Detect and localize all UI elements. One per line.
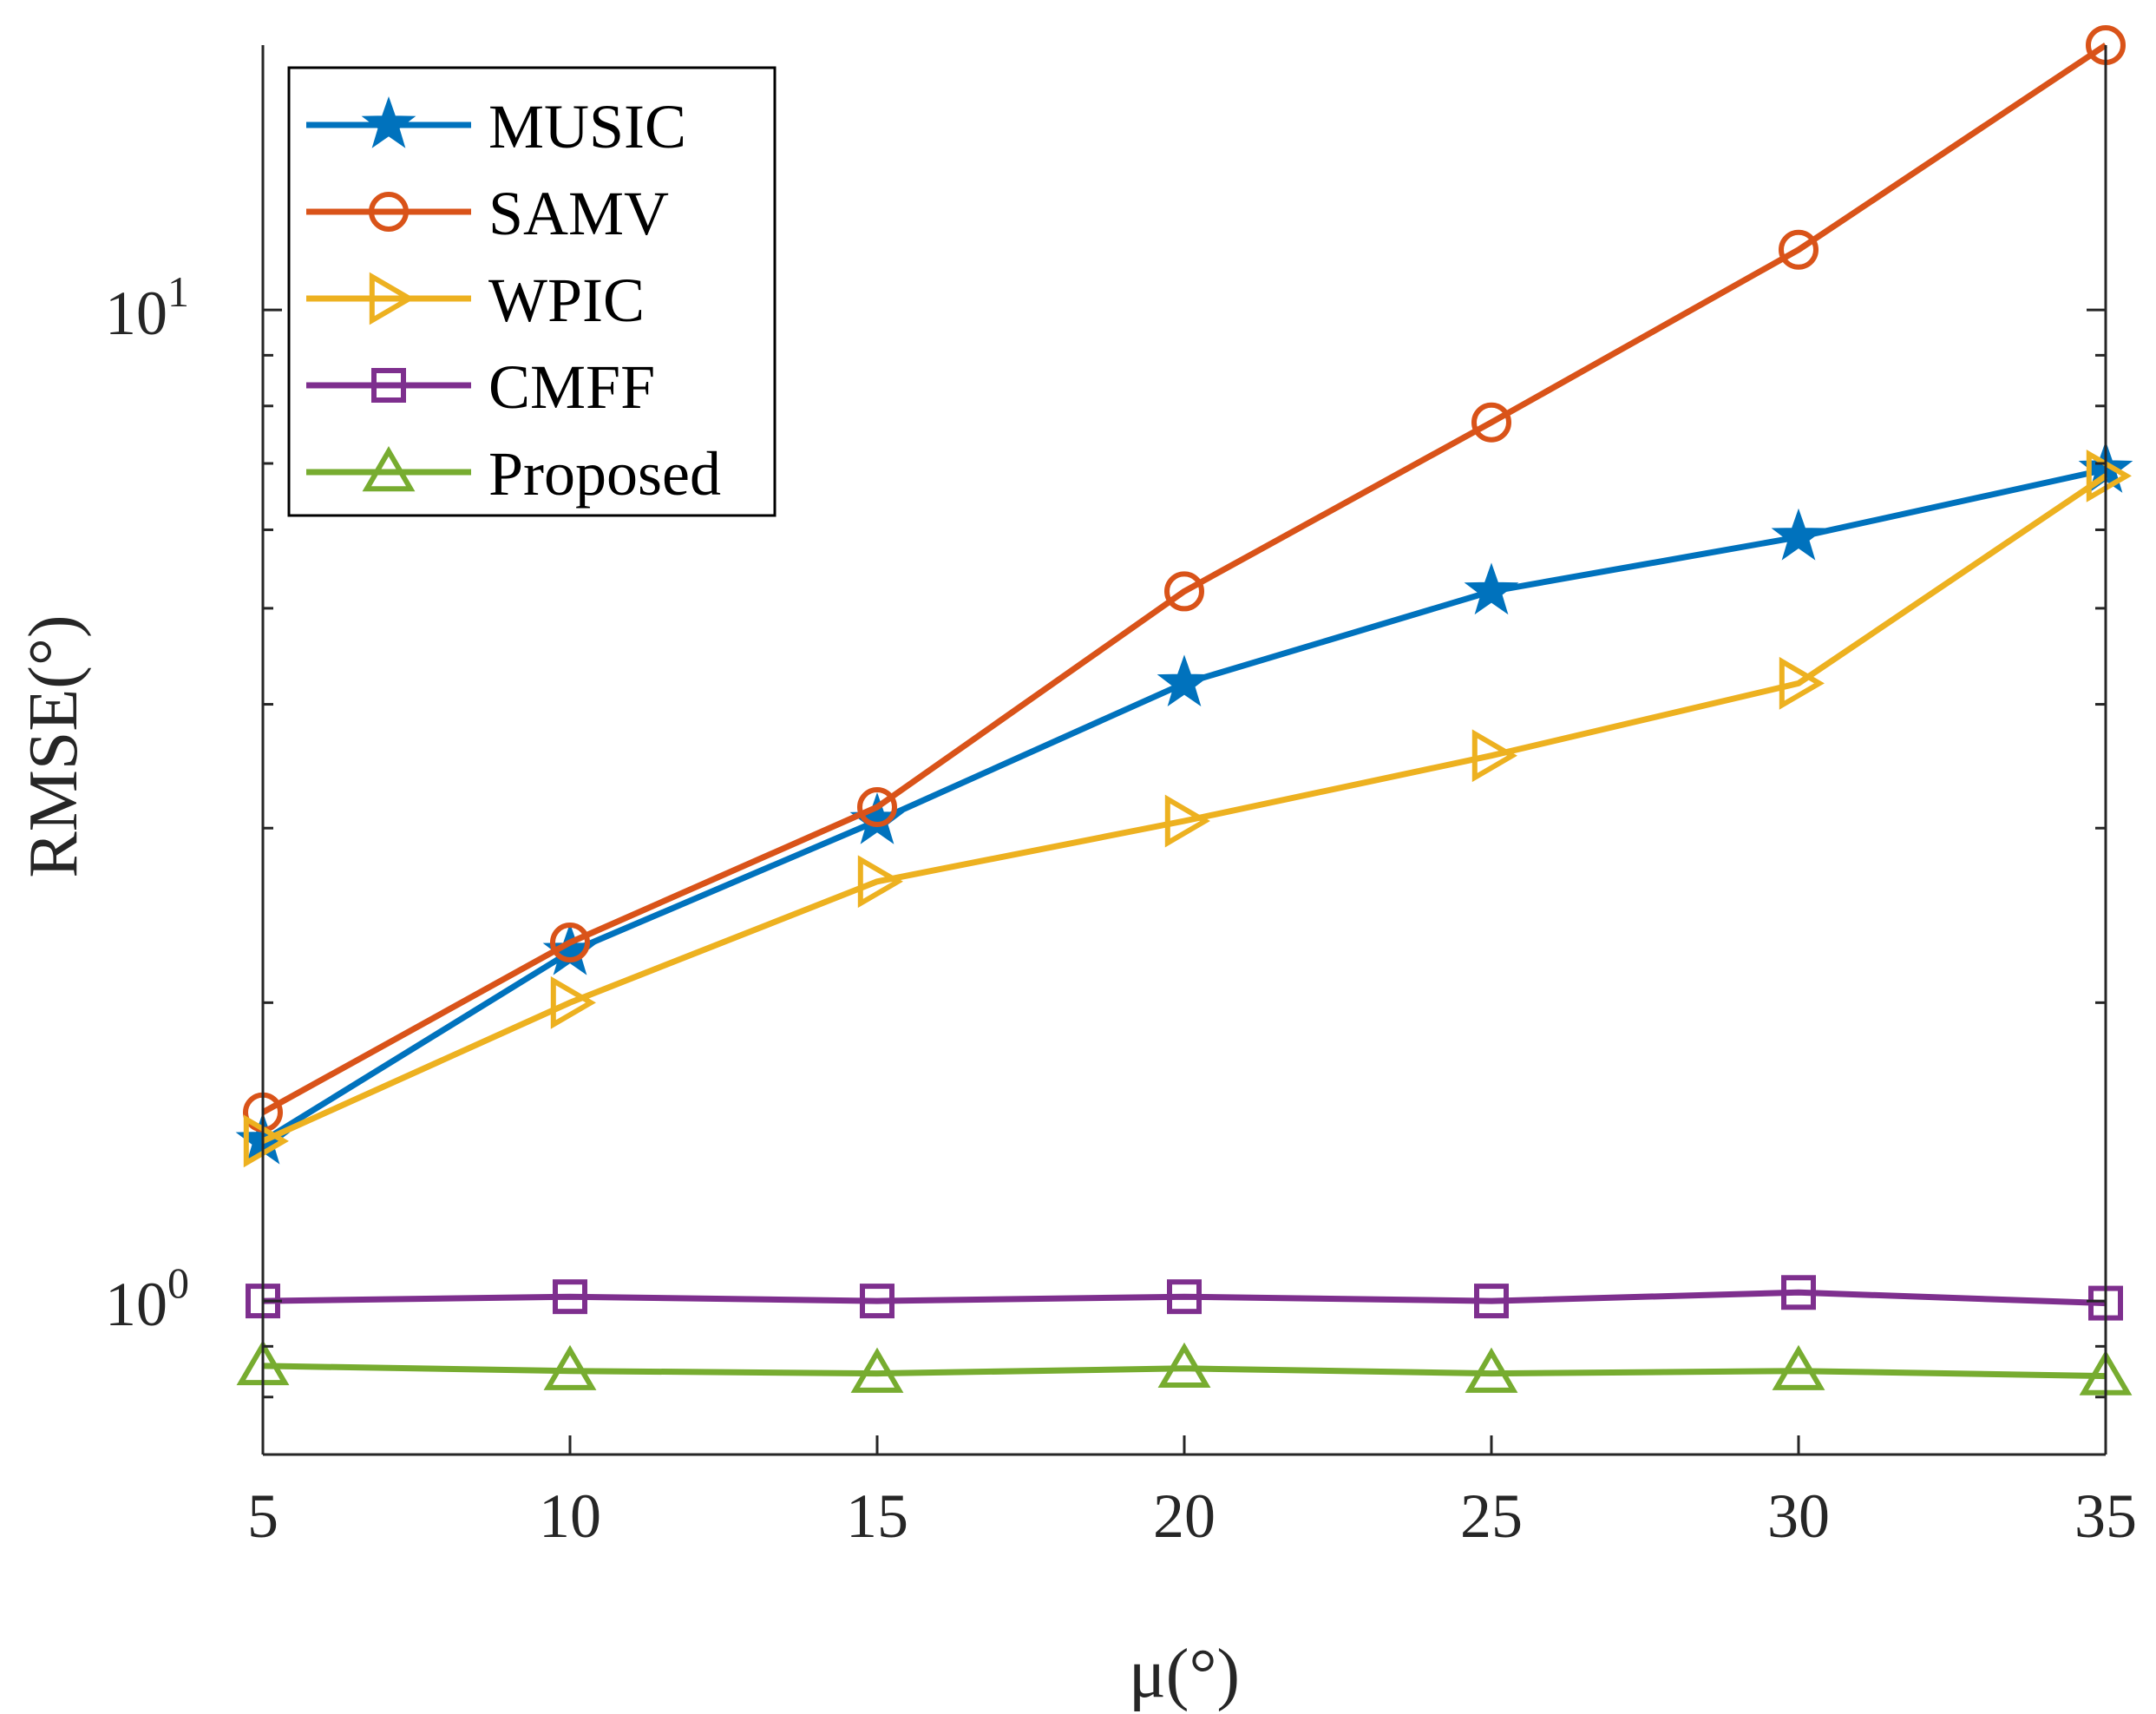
data-point-wpic — [1164, 794, 1210, 848]
legend-item-wpic: WPIC — [306, 266, 645, 335]
legend-item-proposed: Proposed — [306, 439, 721, 509]
data-point-proposed — [543, 1344, 597, 1390]
legend-marker — [369, 272, 415, 325]
data-point-wpic — [243, 1114, 289, 1168]
legend-label: WPIC — [488, 266, 645, 335]
data-point-cmff — [553, 1279, 587, 1315]
x-tick-label: 25 — [1460, 1481, 1523, 1551]
legend-label: SAMV — [488, 179, 669, 248]
series-line-cmff — [262, 1289, 2107, 1307]
data-point-music — [1771, 508, 1826, 561]
data-point-wpic — [550, 975, 596, 1029]
data-point-cmff — [1167, 1279, 1202, 1315]
series-samv — [243, 25, 2126, 1133]
legend-label: CMFF — [488, 352, 655, 422]
data-point-proposed — [1772, 1344, 1825, 1390]
x-tick-label: 20 — [1153, 1481, 1216, 1551]
data-point-cmff — [1474, 1284, 1509, 1319]
legend-marker — [369, 192, 409, 232]
data-point-music — [1157, 654, 1212, 707]
x-axis-label: μ(°) — [1129, 1636, 1240, 1712]
data-point-samv — [1471, 402, 1511, 443]
data-point-samv — [550, 923, 590, 963]
data-point-proposed — [1157, 1342, 1211, 1388]
x-tick-label: 35 — [2074, 1481, 2137, 1551]
legend-item-music: MUSIC — [306, 92, 686, 161]
data-point-wpic — [2086, 449, 2132, 502]
series-line-samv — [261, 43, 2107, 1115]
x-tick-label: 5 — [247, 1481, 279, 1551]
data-point-cmff — [1781, 1275, 1816, 1310]
legend-label: Proposed — [488, 439, 721, 509]
series-wpic — [243, 449, 2132, 1168]
data-point-cmff — [860, 1284, 895, 1319]
legend: MUSIC SAMV WPIC CMFF Proposed — [287, 66, 777, 517]
x-tick-label: 10 — [539, 1481, 601, 1551]
legend-marker — [371, 368, 406, 403]
series-layer — [235, 25, 2133, 1395]
data-point-wpic — [1471, 729, 1517, 783]
legend-marker — [362, 446, 416, 492]
data-point-samv — [857, 787, 897, 828]
data-point-music — [1464, 562, 1519, 615]
series-line-proposed — [262, 1363, 2107, 1380]
legend-label: MUSIC — [488, 92, 686, 161]
y-tick-label: 100 — [105, 1258, 189, 1339]
data-point-wpic — [1779, 656, 1825, 710]
legend-item-samv: SAMV — [306, 179, 669, 248]
y-axis-label: RMSE(°) — [16, 614, 92, 877]
data-point-proposed — [1465, 1347, 1518, 1393]
x-tick-label: 15 — [846, 1481, 908, 1551]
data-point-wpic — [857, 855, 903, 909]
legend-marker — [361, 95, 416, 148]
x-tick-label: 30 — [1767, 1481, 1830, 1551]
data-point-samv — [1779, 229, 1819, 270]
series-line-wpic — [261, 473, 2107, 1144]
legend-item-cmff: CMFF — [306, 352, 655, 422]
ticks-layer: 5 10 15 20 25 30 35 100 101 — [105, 267, 2137, 1551]
data-point-proposed — [850, 1347, 904, 1393]
y-tick-label: 101 — [105, 267, 189, 348]
data-point-samv — [1164, 571, 1204, 612]
